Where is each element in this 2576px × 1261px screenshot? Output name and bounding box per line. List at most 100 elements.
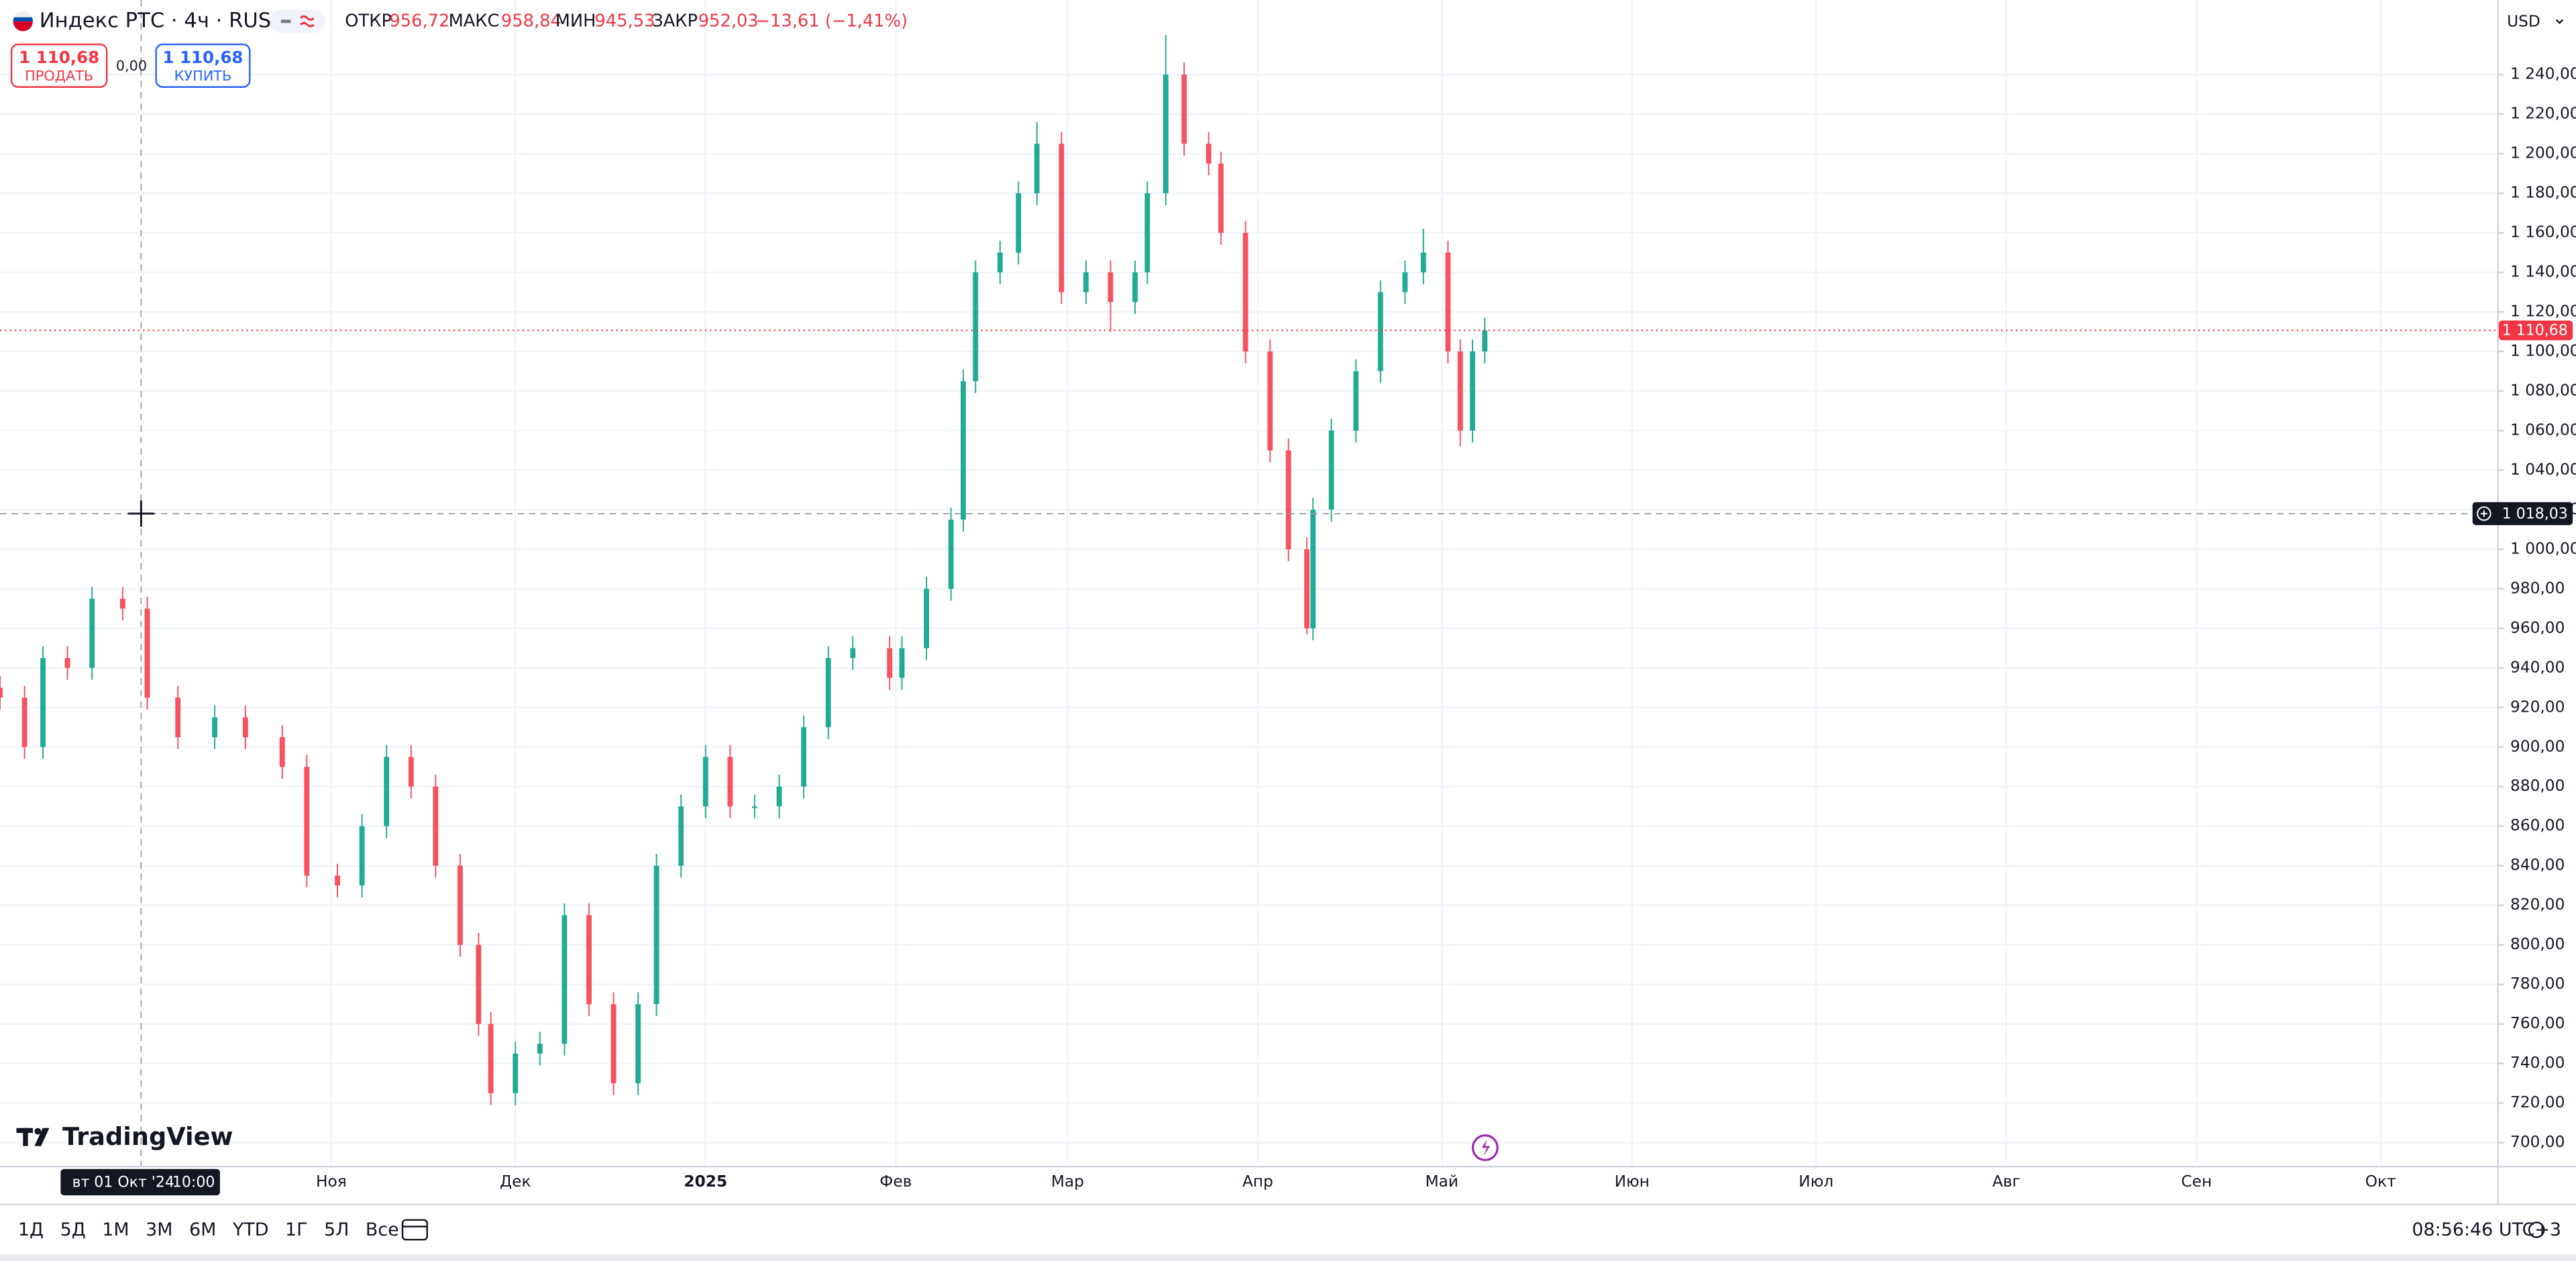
- candle-body: [1181, 74, 1187, 144]
- candle-body: [752, 806, 757, 808]
- currency-label[interactable]: USD: [2507, 13, 2540, 31]
- logo-part: [34, 1128, 50, 1146]
- candle-body: [1108, 272, 1114, 303]
- y-tick-label: 700,00: [2510, 1133, 2565, 1151]
- candle-body: [64, 658, 70, 668]
- flag-icon-white: [13, 11, 32, 17]
- candle-body: [335, 875, 340, 886]
- y-tick-label: 1 240,00: [2510, 65, 2576, 83]
- y-tick-label: 780,00: [2510, 975, 2565, 993]
- candle-body: [561, 915, 568, 1044]
- y-tick-label: 940,00: [2510, 658, 2565, 676]
- candle-body: [1445, 252, 1451, 352]
- grid: [0, 0, 2504, 1166]
- candle-body: [1132, 272, 1138, 303]
- ohlc-label: ЗАКР: [652, 11, 698, 31]
- currency-button[interactable]: [2500, 3, 2573, 40]
- candle-body: [1144, 193, 1150, 273]
- symbol-title[interactable]: Индекс РТС · 4ч · RUS: [40, 9, 271, 32]
- y-tick-label: 1 180,00: [2510, 184, 2576, 202]
- y-tick-label: 960,00: [2510, 618, 2565, 637]
- sell-price[interactable]: 1 110,68: [19, 48, 99, 67]
- candle-body: [1163, 74, 1169, 194]
- buy-price[interactable]: 1 110,68: [162, 48, 243, 67]
- last-price-label: 1 110,68: [2502, 323, 2568, 339]
- candle-body: [537, 1044, 543, 1054]
- candle-body: [1457, 351, 1463, 431]
- y-tick-label: 920,00: [2510, 698, 2565, 716]
- ohlc-value: 952,03: [698, 11, 759, 31]
- candle-body: [1377, 292, 1383, 372]
- sell-label[interactable]: ПРОДАТЬ: [25, 68, 93, 84]
- buy-label[interactable]: КУПИТЬ: [174, 68, 232, 84]
- candle-body: [1267, 351, 1273, 451]
- range-button[interactable]: 1Д: [18, 1219, 44, 1240]
- candle-body: [1034, 144, 1040, 194]
- candle-body: [1304, 549, 1310, 628]
- range-button[interactable]: 1М: [102, 1219, 129, 1240]
- range-button[interactable]: Все: [366, 1219, 399, 1240]
- indicator-pill[interactable]: [269, 9, 325, 33]
- candle-body: [1328, 430, 1334, 510]
- buy-button[interactable]: [155, 43, 251, 88]
- ohlc-label: ОТКР: [345, 11, 392, 31]
- candle-body: [359, 826, 365, 886]
- range-button[interactable]: 5Д: [60, 1219, 86, 1240]
- ohlc-label: МИН: [555, 11, 596, 31]
- y-tick-label: 740,00: [2510, 1054, 2565, 1072]
- candle-body: [1218, 163, 1224, 233]
- candle-body: [776, 786, 782, 807]
- y-tick-label: 900,00: [2510, 737, 2565, 755]
- y-tick-label: 1 080,00: [2510, 381, 2576, 399]
- x-tick-label: Фев: [879, 1172, 912, 1191]
- candle-body: [635, 1004, 641, 1084]
- candle-body: [924, 588, 929, 649]
- crosshair-price-tag: [2472, 502, 2573, 525]
- candle-body: [973, 272, 979, 382]
- x-tick-label: Дек: [500, 1172, 531, 1191]
- candle-body: [948, 519, 954, 589]
- y-tick-label: 1 160,00: [2510, 223, 2576, 241]
- candle-body: [304, 767, 310, 876]
- x-tick-label: Май: [1426, 1172, 1458, 1191]
- candle-body: [1205, 144, 1212, 164]
- add-alert-icon[interactable]: [2477, 506, 2491, 521]
- candle-body: [1402, 272, 1408, 292]
- candle-body: [242, 717, 248, 738]
- y-tick-label: 1 200,00: [2510, 144, 2576, 162]
- range-button[interactable]: 5Л: [324, 1219, 349, 1240]
- x-tick-label: Мар: [1051, 1172, 1084, 1191]
- date-range-icon[interactable]: [401, 1219, 428, 1241]
- crosshair-time-label: 10:00: [172, 1174, 215, 1191]
- cursor-cross: [127, 500, 154, 527]
- spread: 0,00: [116, 58, 147, 74]
- candle-body: [1482, 330, 1488, 352]
- candle-body: [279, 737, 285, 767]
- last-price-tag: [2498, 320, 2573, 341]
- logo-part: [34, 1128, 42, 1135]
- y-tick-label: 800,00: [2510, 935, 2565, 953]
- lightning-icon: [1481, 1139, 1491, 1156]
- candle-body: [513, 1053, 519, 1093]
- candle-body: [727, 757, 733, 807]
- settings-icon[interactable]: [2528, 1221, 2545, 1238]
- candle-body: [801, 727, 807, 787]
- range-button[interactable]: 6М: [189, 1219, 216, 1240]
- candle-body: [586, 915, 592, 1005]
- candle-body: [702, 757, 708, 807]
- range-button[interactable]: 3М: [146, 1219, 172, 1240]
- candle-body: [1353, 371, 1359, 431]
- sell-button[interactable]: [10, 43, 108, 88]
- candle-body: [1310, 509, 1316, 628]
- candle-body: [610, 1004, 616, 1084]
- x-tick-label: Сен: [2181, 1172, 2212, 1191]
- range-button[interactable]: 1Г: [285, 1219, 308, 1240]
- crosshair-price-label: 1 018,03: [2502, 506, 2568, 523]
- y-tick-label: 1 120,00: [2510, 303, 2576, 321]
- y-tick-label: 980,00: [2510, 579, 2565, 597]
- calendar-icon: [401, 1219, 428, 1241]
- range-button[interactable]: YTD: [232, 1219, 269, 1240]
- clock: 08:56:46 UTC+3: [2412, 1219, 2561, 1240]
- candle-body: [120, 598, 125, 609]
